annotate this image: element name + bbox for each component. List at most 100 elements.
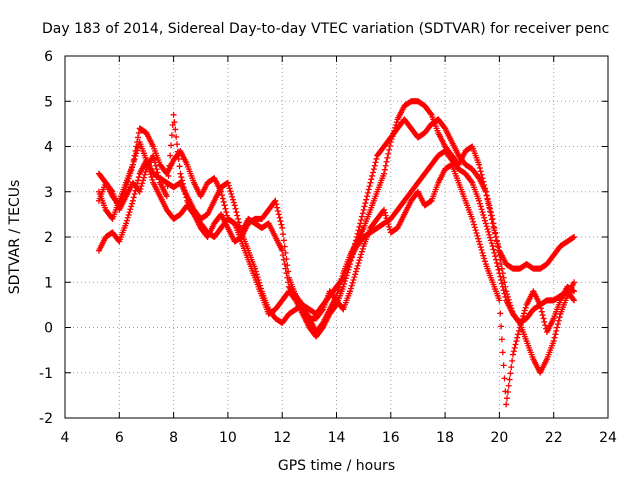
- y-axis-label: SDTVAR / TECUs: [7, 180, 23, 295]
- data-point: [494, 243, 501, 250]
- data-point: [503, 288, 510, 295]
- data-point: [491, 249, 498, 256]
- data-point: [359, 210, 366, 217]
- data-point: [508, 305, 515, 312]
- data-point: [134, 147, 141, 154]
- data-point: [490, 220, 497, 227]
- data-point: [364, 193, 371, 200]
- data-point: [125, 211, 132, 218]
- data-point: [134, 134, 141, 141]
- data-point: [167, 152, 174, 159]
- data-point: [362, 200, 369, 207]
- data-point: [343, 272, 350, 279]
- data-point: [345, 266, 352, 273]
- data-point: [553, 327, 560, 334]
- data-point: [156, 176, 163, 183]
- data-point: [505, 382, 512, 389]
- data-point: [519, 316, 526, 323]
- data-point: [382, 212, 389, 219]
- y-tick-label: 2: [44, 230, 53, 246]
- data-point: [476, 164, 483, 171]
- data-point: [280, 231, 287, 238]
- data-point: [483, 223, 490, 230]
- data-point: [472, 227, 479, 234]
- data-point: [541, 318, 548, 325]
- data-point: [367, 179, 374, 186]
- data-point: [129, 200, 136, 207]
- y-tick-label: 0: [44, 321, 53, 337]
- data-point: [356, 223, 363, 230]
- data-point: [353, 265, 360, 272]
- data-point: [179, 177, 186, 184]
- data-point: [427, 110, 434, 117]
- data-point: [495, 266, 502, 273]
- data-point: [554, 324, 561, 331]
- data-point: [476, 161, 483, 168]
- data-point: [506, 376, 513, 383]
- data-point: [226, 185, 233, 192]
- data-point: [481, 255, 488, 262]
- x-tick-label: 10: [219, 430, 237, 446]
- data-point: [504, 395, 511, 402]
- data-point: [228, 191, 235, 198]
- data-point: [515, 331, 522, 338]
- data-point: [489, 243, 496, 250]
- data-point: [371, 162, 378, 169]
- data-point: [140, 174, 147, 181]
- data-point: [350, 247, 357, 254]
- data-point: [164, 183, 171, 190]
- data-point: [386, 223, 393, 230]
- data-point: [153, 166, 160, 173]
- data-point: [276, 214, 283, 221]
- data-point: [481, 214, 488, 221]
- data-point: [368, 176, 375, 183]
- data-point: [384, 154, 391, 161]
- data-point: [476, 238, 483, 245]
- data-point: [126, 209, 133, 216]
- data-point: [234, 212, 241, 219]
- data-point: [358, 251, 365, 258]
- data-point: [481, 217, 488, 224]
- data-point: [494, 263, 501, 270]
- data-point: [131, 155, 138, 162]
- data-point: [516, 324, 523, 331]
- data-point: [135, 174, 142, 181]
- data-point: [165, 172, 172, 179]
- data-point: [487, 205, 494, 212]
- data-point: [506, 299, 513, 306]
- data-point: [493, 238, 500, 245]
- data-point: [279, 247, 286, 254]
- data-point: [274, 204, 281, 211]
- data-point: [174, 148, 181, 155]
- data-point: [518, 318, 525, 325]
- data-point: [218, 192, 225, 199]
- data-point: [173, 133, 180, 140]
- x-axis-label: GPS time / hours: [278, 458, 395, 474]
- data-point: [172, 126, 179, 133]
- data-point: [366, 183, 373, 190]
- data-point: [471, 224, 478, 231]
- data-point: [347, 288, 354, 295]
- data-point: [478, 206, 485, 213]
- data-point: [498, 265, 505, 272]
- data-point: [349, 279, 356, 286]
- data-point: [348, 254, 355, 261]
- data-point: [221, 202, 228, 209]
- data-point: [332, 303, 339, 310]
- data-point: [138, 183, 145, 190]
- plot-frame: [64, 55, 609, 419]
- data-point: [495, 247, 502, 254]
- data-point: [237, 226, 244, 233]
- data-point: [484, 195, 491, 202]
- data-point: [489, 215, 496, 222]
- data-point: [219, 195, 226, 202]
- data-point: [283, 256, 290, 263]
- data-point: [384, 218, 391, 225]
- data-point: [487, 234, 494, 241]
- data-point: [360, 206, 367, 213]
- data-point: [363, 196, 370, 203]
- chart-title: Day 183 of 2014, Sidereal Day-to-day VTE…: [42, 21, 609, 37]
- data-point: [550, 338, 557, 345]
- data-point: [130, 158, 137, 165]
